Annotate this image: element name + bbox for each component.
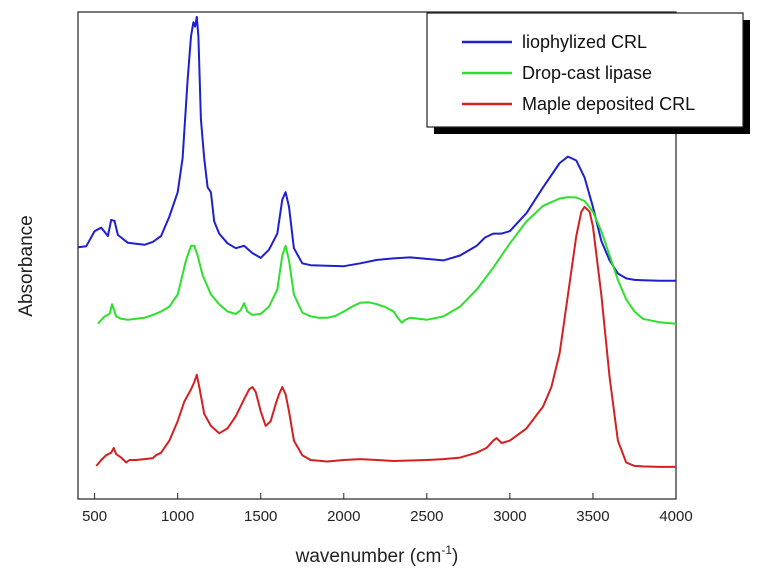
x-axis-ticks: 500 1000 1500 2000 2500 3000 3500 4000	[82, 493, 693, 525]
x-tick-label: 3000	[493, 508, 526, 525]
series-layer	[77, 15, 677, 468]
x-tick-label: 1000	[161, 508, 194, 525]
x-axis-title-close: )	[452, 546, 458, 567]
legend-label-drop-cast-lipase: Drop-cast lipase	[522, 63, 652, 83]
plot-frame	[77, 11, 677, 500]
series-line-liophylized-crl	[77, 15, 676, 282]
legend-label-maple-deposited-crl: Maple deposited CRL	[522, 94, 695, 114]
x-tick-label: 3500	[576, 508, 609, 525]
x-axis-title: wavenumber (cm-1)	[295, 543, 459, 567]
x-tick-label: 2500	[410, 508, 443, 525]
x-tick-label: 500	[82, 508, 107, 525]
legend-label-liophylized-crl: liophylized CRL	[522, 32, 647, 52]
y-axis-title: Absorbance	[16, 215, 37, 316]
x-tick-label: 1500	[244, 508, 277, 525]
x-axis-title-superscript: -1	[441, 543, 452, 557]
series-line-drop-cast-lipase	[97, 196, 677, 325]
x-tick-label: 4000	[659, 508, 692, 525]
x-tick-label: 2000	[327, 508, 360, 525]
legend: liophylized CRL Drop-cast lipase Maple d…	[426, 12, 750, 134]
legend-box	[426, 12, 744, 128]
series-line-maple-deposited-crl	[95, 205, 676, 468]
